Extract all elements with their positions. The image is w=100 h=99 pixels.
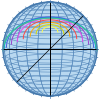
Circle shape bbox=[3, 2, 97, 96]
